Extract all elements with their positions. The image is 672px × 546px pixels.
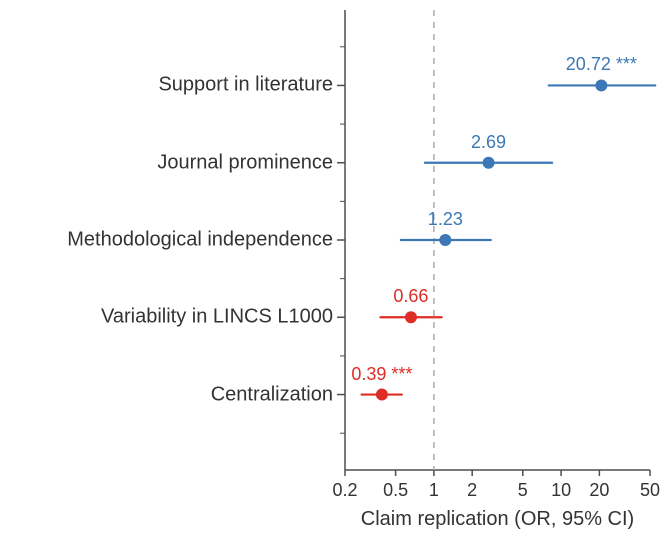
x-tick-label: 10 bbox=[551, 480, 571, 501]
y-tick-label: Variability in LINCS L1000 bbox=[101, 306, 333, 329]
plot-svg bbox=[0, 0, 672, 546]
x-tick-label: 20 bbox=[589, 480, 609, 501]
x-tick-label: 0.2 bbox=[332, 480, 357, 501]
value-label: 2.69 bbox=[471, 132, 506, 153]
x-tick-label: 0.5 bbox=[383, 480, 408, 501]
value-label: 0.39 *** bbox=[351, 364, 412, 385]
y-tick-label: Centralization bbox=[211, 383, 333, 406]
forest-plot: 0.2 0.5 1 2 5 10 20 50 Claim replication (OR, 95… bbox=[0, 0, 672, 546]
x-tick-label: 50 bbox=[640, 480, 660, 501]
y-tick-label: Methodological independence bbox=[67, 229, 333, 252]
value-label: 0.66 bbox=[393, 286, 428, 307]
x-tick-label: 1 bbox=[429, 480, 439, 501]
value-label: 20.72 *** bbox=[566, 54, 637, 75]
value-label: 1.23 bbox=[428, 209, 463, 230]
x-tick-label: 5 bbox=[518, 480, 528, 501]
x-axis-title: Claim replication (OR, 95% CI) bbox=[361, 508, 634, 531]
x-tick-label: 2 bbox=[467, 480, 477, 501]
y-tick-label: Support in literature bbox=[158, 74, 333, 97]
y-tick-label: Journal prominence bbox=[157, 151, 333, 174]
